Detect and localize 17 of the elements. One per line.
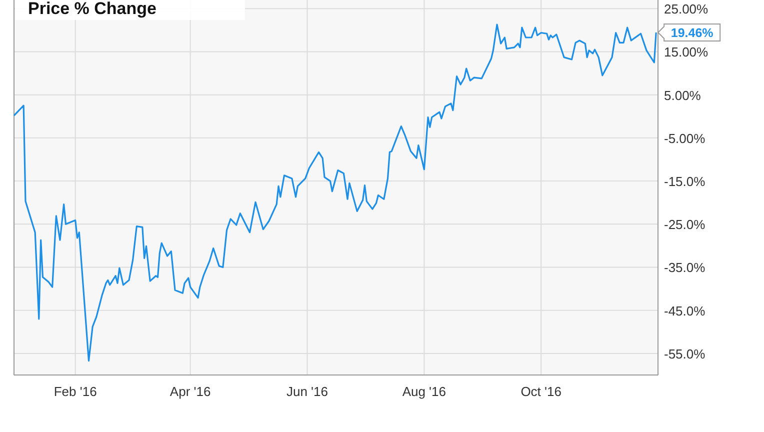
y-tick-label: -15.0% xyxy=(664,174,706,190)
y-tick-label: -5.00% xyxy=(664,130,706,146)
x-tick-label: Apr '16 xyxy=(170,384,211,399)
x-tick-label: Oct '16 xyxy=(520,384,562,399)
y-tick-label: -25.0% xyxy=(664,217,706,232)
x-tick-label: Feb '16 xyxy=(54,384,97,399)
data-label: 19.46% xyxy=(670,26,714,40)
y-tick-label: 15.00% xyxy=(664,44,709,60)
y-tick-label: -35.0% xyxy=(664,260,706,276)
line-series xyxy=(13,24,657,362)
chart-title: Price % Change xyxy=(28,0,156,18)
x-tick-label: Aug '16 xyxy=(402,384,446,399)
y-tick-label: -45.0% xyxy=(664,303,706,318)
y-tick-label: -55.0% xyxy=(664,346,706,362)
y-tick-label: 5.00% xyxy=(664,88,702,103)
y-tick-label: 25.00% xyxy=(664,2,709,17)
x-tick-label: Jun '16 xyxy=(286,384,328,399)
